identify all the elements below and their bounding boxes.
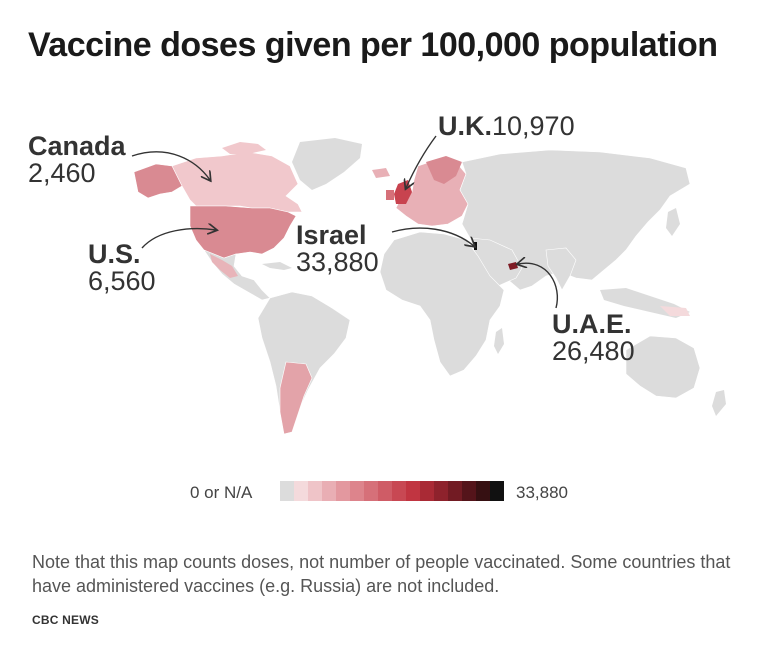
legend-swatch — [378, 481, 392, 501]
callout-us-value: 6,560 — [88, 266, 156, 296]
callout-uk-name: U.K. — [438, 111, 492, 141]
legend-swatch — [406, 481, 420, 501]
israel-arrow — [391, 227, 474, 246]
legend-swatch — [462, 481, 476, 501]
legend-swatch — [364, 481, 378, 501]
mexico-highlight-shape — [210, 254, 238, 278]
greenland-shape — [292, 138, 362, 190]
canada-shape — [171, 151, 303, 213]
world-map — [0, 100, 780, 460]
legend-swatch — [448, 481, 462, 501]
callout-israel-value: 33,880 — [296, 247, 379, 277]
legend-swatch — [308, 481, 322, 501]
legend-swatch — [336, 481, 350, 501]
callout-uae-value: 26,480 — [552, 336, 635, 366]
australia-shape — [625, 335, 701, 399]
ireland-shape — [386, 190, 394, 200]
legend-min-label: 0 or N/A — [190, 483, 253, 502]
uk-arrow — [406, 135, 437, 188]
iceland-shape — [372, 168, 390, 178]
us-shape — [189, 205, 297, 259]
legend-swatch — [476, 481, 490, 501]
callout-israel: Israel 33,880 — [296, 222, 379, 276]
africa-shape — [379, 231, 505, 377]
india-shape — [545, 247, 577, 291]
legend-swatch — [420, 481, 434, 501]
callout-us-name: U.S. — [88, 239, 141, 269]
us-arrow — [141, 229, 216, 249]
legend-swatch — [322, 481, 336, 501]
source-credit: CBC NEWS — [32, 613, 99, 627]
legend-swatch — [490, 481, 504, 501]
legend-swatch — [294, 481, 308, 501]
scandinavia-shape — [426, 156, 462, 184]
israel-shape — [474, 242, 477, 250]
legend-swatch — [392, 481, 406, 501]
alaska-shape — [133, 163, 183, 199]
madagascar-shape — [494, 328, 504, 354]
callout-uk: U.K.10,970 — [438, 113, 575, 140]
argentina-shape — [279, 361, 313, 435]
legend-swatch — [350, 481, 364, 501]
color-legend: 0 or N/A 33,880 — [190, 481, 610, 503]
callout-canada-value: 2,460 — [28, 158, 96, 188]
legend-max-label: 33,880 — [516, 483, 568, 502]
new-zealand-shape — [712, 390, 726, 416]
chart-title: Vaccine doses given per 100,000 populati… — [28, 26, 718, 64]
callout-canada: Canada 2,460 — [28, 133, 126, 187]
callout-uae: U.A.E. 26,480 — [552, 311, 635, 365]
uae-arrow — [518, 263, 558, 309]
legend-swatch — [280, 481, 294, 501]
asia-shape — [459, 149, 691, 291]
arctic-islands-shape — [222, 142, 266, 154]
callout-canada-name: Canada — [28, 131, 126, 161]
callout-israel-name: Israel — [296, 220, 367, 250]
callout-uk-value: 10,970 — [492, 111, 575, 141]
callout-uae-name: U.A.E. — [552, 309, 632, 339]
legend-color-bar — [280, 481, 504, 501]
callout-us: U.S. 6,560 — [88, 241, 156, 295]
world-map-svg — [131, 135, 726, 435]
canada-arrow — [131, 151, 210, 180]
japan-shape — [666, 208, 680, 236]
legend-swatch — [434, 481, 448, 501]
indonesia-highlight-shape — [660, 306, 690, 316]
south-america-shape — [257, 291, 351, 435]
footnote: Note that this map counts doses, not num… — [32, 552, 731, 596]
caribbean-shape — [262, 262, 292, 270]
